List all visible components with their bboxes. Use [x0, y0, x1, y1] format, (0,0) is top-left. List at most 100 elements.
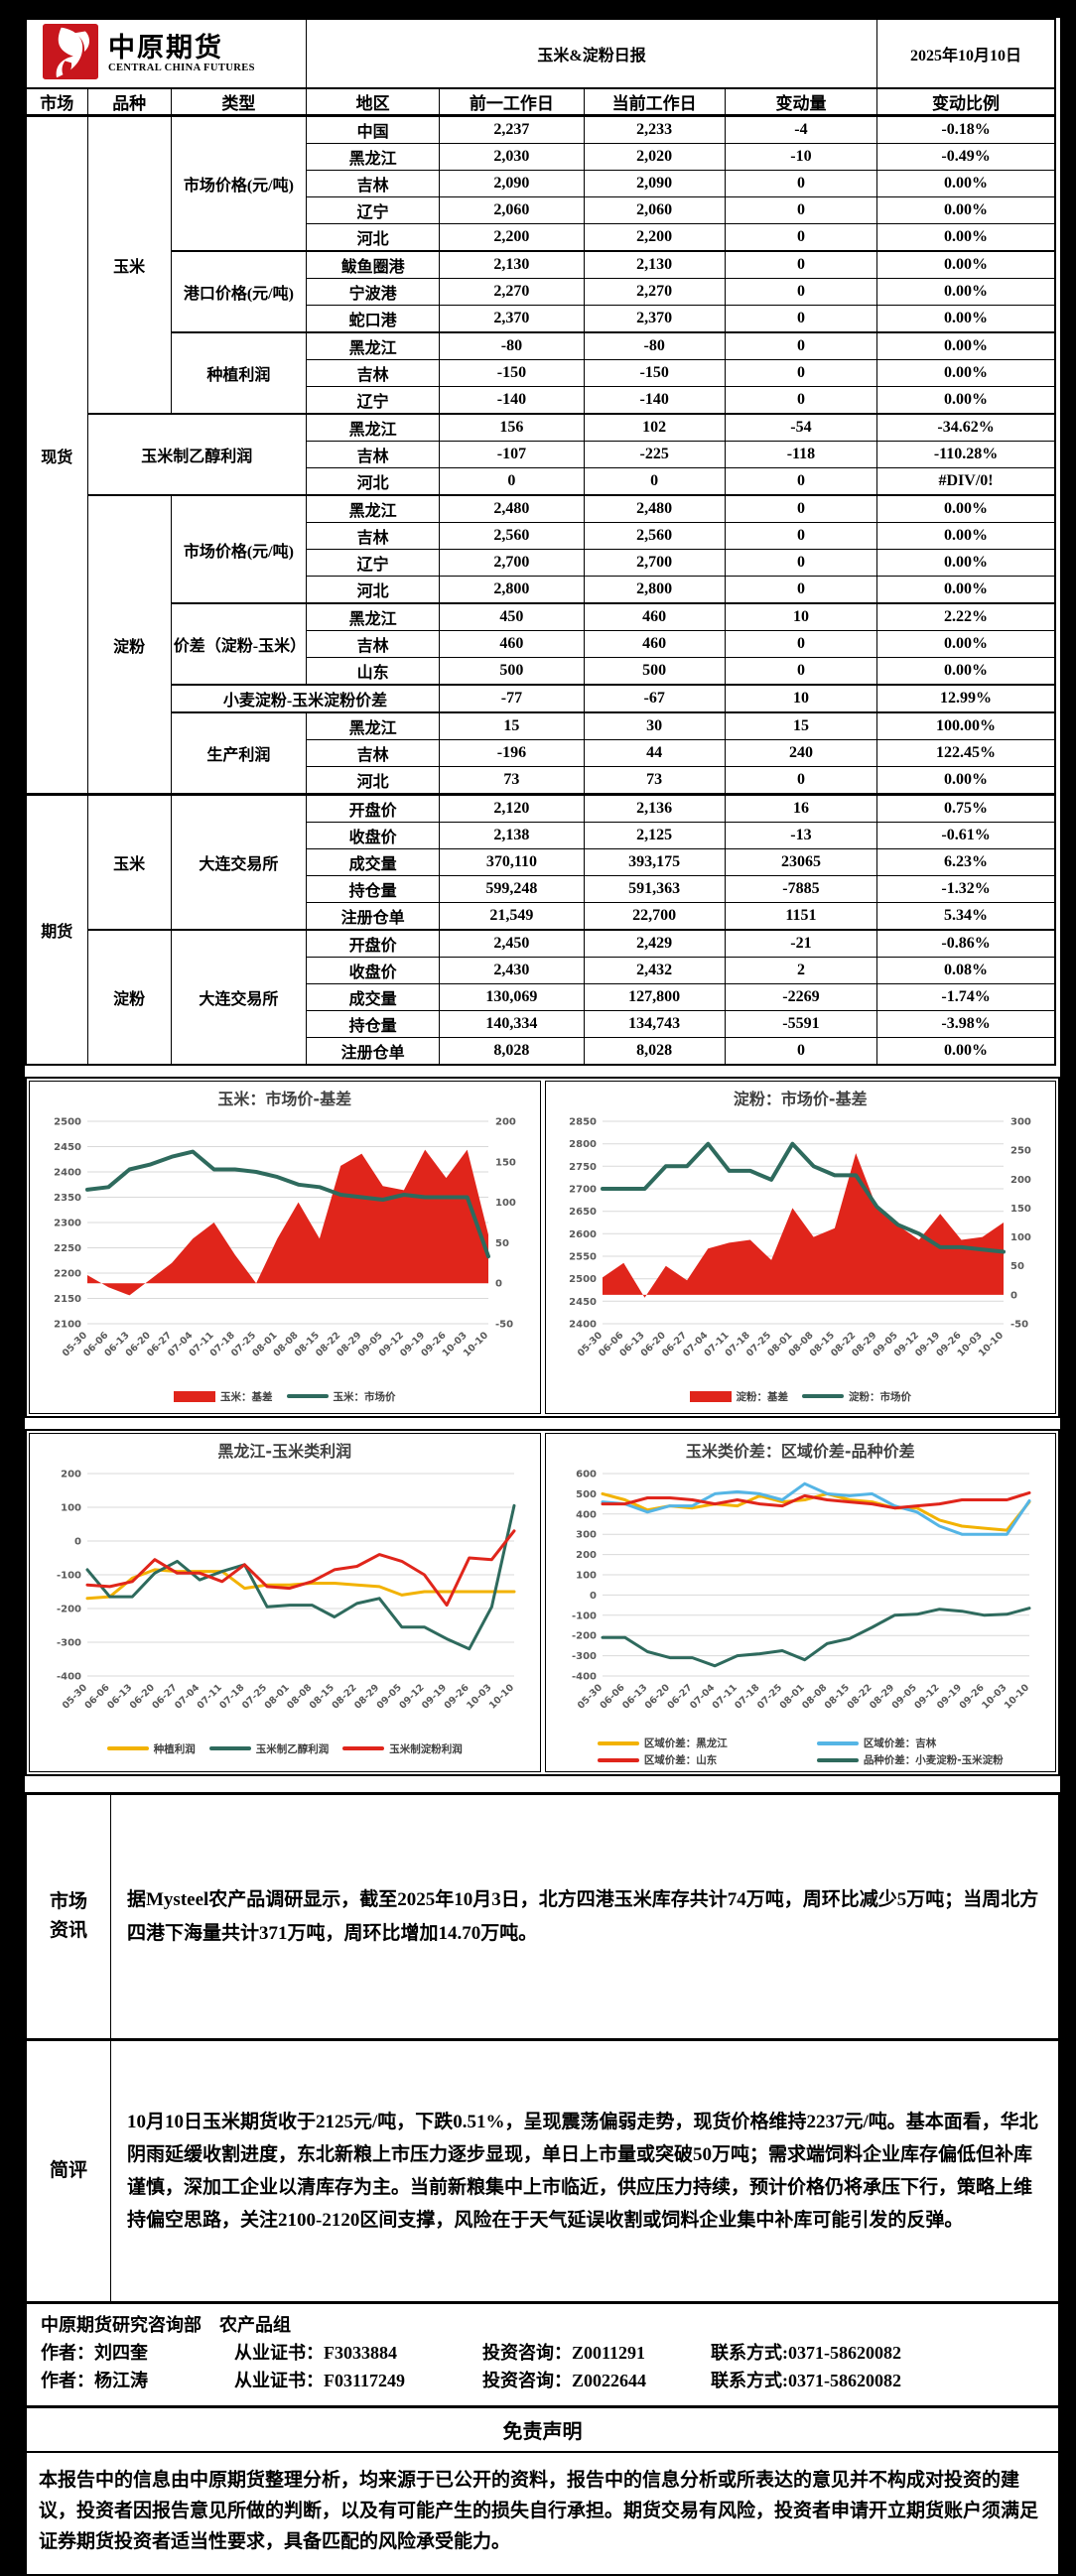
table-cell: 吉林 [306, 359, 441, 387]
table-cell: 河北 [306, 467, 441, 496]
commentary-text: 10月10日玉米期货收于2125元/吨，下跌0.51%，呈现震荡偏弱走势，现货价… [111, 2041, 1058, 2301]
table-cell: 2,060 [439, 196, 585, 224]
svg-text:-300: -300 [572, 1651, 597, 1662]
table-cell: 156 [439, 413, 585, 442]
chart-panel: 黑龙江-玉米类利润 -400 -300 -200 -100 0 100 200 05-30 06-… [29, 1433, 541, 1772]
table-cell: 460 [439, 630, 585, 658]
table-cell: 5.34% [876, 902, 1056, 931]
table-cell: 2,125 [583, 822, 726, 849]
table-row: 辽宁 -140 -140 0 0.00% [26, 386, 1056, 415]
svg-text:300: 300 [1010, 1117, 1031, 1128]
table-cell: 73 [439, 766, 585, 795]
table-cell: -4 [724, 114, 878, 144]
table-cell: 2,270 [583, 278, 726, 306]
table-cell: 0 [724, 1037, 878, 1066]
table-cell: 种植利润 [170, 331, 308, 415]
table-cell: 玉米制乙醇利润 [86, 413, 308, 496]
bottom-sections: 市场资讯 据Mysteel农产品调研显示，截至2025年10月3日，北方四港玉米… [25, 1792, 1060, 2576]
legend-item: 玉米制淀粉利润 [342, 1741, 463, 1756]
chart-panel: 玉米：市场价-基差 2100 2150 2200 2250 2300 2350 2400 245… [29, 1081, 541, 1414]
table-row: 注册仓单 21,549 22,700 1151 5.34% [26, 902, 1056, 931]
table-cell: 73 [583, 766, 726, 795]
legend-swatch [816, 1757, 859, 1762]
table-cell: 8,028 [583, 1037, 726, 1066]
svg-text:150: 150 [1010, 1204, 1031, 1215]
company-name-en: CENTRAL CHINA FUTURES [108, 62, 255, 73]
chart-title: 黑龙江-玉米类利润 [217, 1442, 352, 1461]
table-row: 河北 2,200 2,200 0 0.00% [26, 223, 1056, 252]
table-row: 吉林 -150 -150 0 0.00% [26, 359, 1056, 387]
table-cell: 黑龙江 [306, 331, 441, 360]
chart-canvas: 2100 2150 2200 2250 2300 2350 2400 2450 2500 -50 0… [54, 1117, 516, 1359]
table-cell: 持仓量 [306, 875, 441, 903]
table-cell: 2,480 [583, 494, 726, 523]
table-cell: 10 [724, 684, 878, 713]
commentary-label: 简评 [27, 2041, 111, 2301]
table-cell: 22,700 [583, 902, 726, 931]
table-cell: 吉林 [306, 170, 441, 197]
table-cell: 期货 [25, 793, 88, 1066]
table-row: 吉林 -196 44 240 122.45% [26, 739, 1056, 767]
table-cell: 淀粉 [86, 494, 172, 795]
company-logo-icon [43, 23, 98, 84]
table-cell: 0 [724, 359, 878, 387]
svg-text:400: 400 [576, 1509, 597, 1520]
table-cell: 0 [724, 331, 878, 360]
table-cell: 15 [439, 711, 585, 740]
author-name: 作者：杨江涛 [41, 2370, 148, 2390]
table-cell: 黑龙江 [306, 494, 441, 523]
table-cell: 0 [724, 766, 878, 795]
table-cell: -0.61% [876, 822, 1056, 849]
svg-text:-400: -400 [572, 1672, 597, 1683]
table-cell: 2,200 [583, 223, 726, 252]
svg-text:2100: 2100 [54, 1320, 81, 1331]
table-cell: 500 [583, 657, 726, 686]
legend-item: 玉米制乙醇利润 [208, 1741, 329, 1756]
svg-text:100: 100 [1010, 1232, 1031, 1243]
chart-canvas: -400-300-200-100010020005-3006-0606-1306… [57, 1470, 516, 1712]
table-cell: 鲅鱼圈港 [306, 250, 441, 279]
svg-text:-100: -100 [572, 1610, 597, 1621]
commentary-row: 简评 10月10日玉米期货收于2125元/吨，下跌0.51%，呈现震荡偏弱走势，… [27, 2041, 1058, 2304]
table-cell: 370,110 [439, 848, 585, 876]
market-info-paragraph: 据Mysteel农产品调研显示，截至2025年10月3日，北方四港玉米库存共计7… [127, 1889, 1039, 1944]
author-line: 作者：刘四奎 从业证书：F3033884 投资咨询：Z0011291 联系方式:… [41, 2340, 1044, 2368]
table-cell: 6.23% [876, 848, 1056, 876]
table-cell: 599,248 [439, 875, 585, 903]
table-cell: -110.28% [876, 441, 1056, 468]
column-header: 市场 [25, 87, 88, 117]
table-cell: 大连交易所 [170, 929, 308, 1066]
legend-swatch [816, 1740, 859, 1745]
table-cell: 127,800 [583, 983, 726, 1011]
table-cell: 2,270 [439, 278, 585, 306]
svg-text:-400: -400 [57, 1672, 81, 1683]
table-cell: 山东 [306, 657, 441, 686]
column-header: 当前工作日 [583, 87, 726, 117]
table-cell: 市场价格(元/吨) [170, 114, 308, 252]
table-row: 生产利润 黑龙江 15 30 15 100.00% [26, 711, 1056, 795]
table-row: 小麦淀粉-玉米淀粉价差 -77 -67 10 12.99% [26, 684, 1056, 713]
svg-text:0: 0 [590, 1591, 597, 1602]
table-cell: 591,363 [583, 875, 726, 903]
table-cell: 0.00% [876, 196, 1056, 224]
svg-text:2500: 2500 [569, 1274, 597, 1285]
svg-text:2450: 2450 [54, 1142, 81, 1153]
table-row: 收盘价 2,430 2,432 2 0.08% [26, 957, 1056, 984]
table-cell: 0.00% [876, 657, 1056, 686]
table-cell: 吉林 [306, 441, 441, 468]
author-contact: 联系方式:0371-58620082 [711, 2342, 901, 2363]
svg-text:100: 100 [61, 1503, 81, 1514]
table-cell: 0 [724, 250, 878, 279]
table-cell: 1151 [724, 902, 878, 931]
table-cell: 持仓量 [306, 1010, 441, 1038]
svg-text:2450: 2450 [569, 1297, 597, 1308]
table-cell: -2269 [724, 983, 878, 1011]
svg-text:2400: 2400 [569, 1320, 597, 1331]
table-row: 淀粉 市场价格(元/吨) 黑龙江 2,480 2,480 0 0.00% [26, 494, 1056, 795]
legend-item: 种植利润 [106, 1741, 196, 1756]
legend-swatch [286, 1394, 329, 1398]
table-row: 吉林 2,560 2,560 0 0.00% [26, 522, 1056, 550]
market-info-row: 市场资讯 据Mysteel农产品调研显示，截至2025年10月3日，北方四港玉米… [27, 1795, 1058, 2041]
svg-text:2850: 2850 [569, 1117, 597, 1128]
table-cell: -140 [583, 386, 726, 415]
